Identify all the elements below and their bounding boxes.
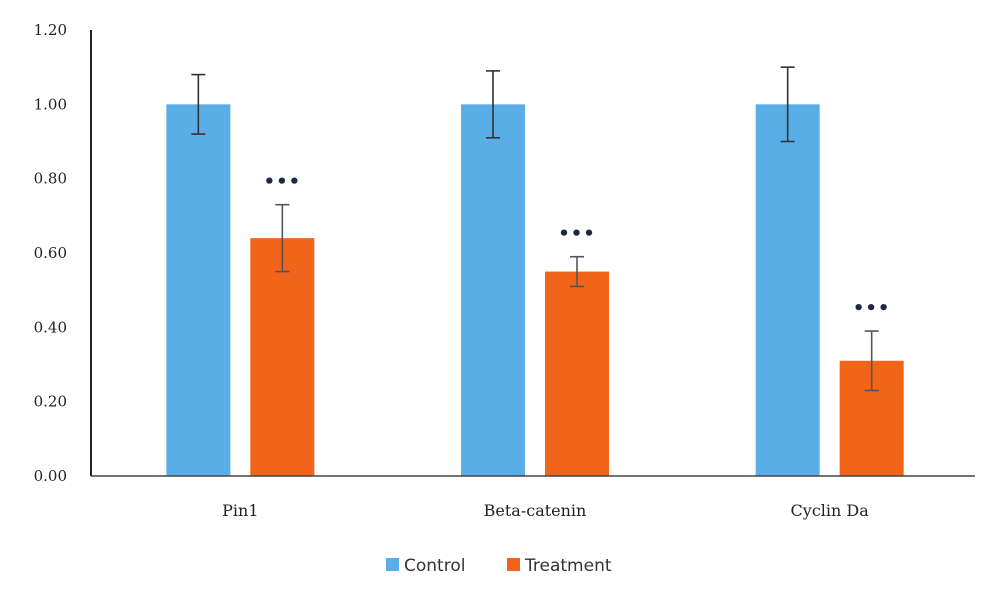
legend-label-control: Control [404,556,465,576]
x-tick-label: Cyclin Da [791,501,870,520]
bar-treatment-2 [545,271,609,476]
x-tick-label: Beta-catenin [484,501,587,520]
y-tick-label: 0.80 [34,170,67,188]
y-tick-label: 1.00 [34,95,67,113]
y-axis: 0.00 0.20 0.40 0.60 0.80 1.00 1.20 [34,21,92,485]
significance-marker: ••• [264,172,302,193]
legend: Control Treatment [386,556,612,576]
legend-swatch-treatment [507,558,520,571]
legend-label-treatment: Treatment [524,556,612,576]
x-axis: Pin1 Beta-catenin Cyclin Da [91,475,975,520]
y-tick-label: 0.40 [34,318,67,336]
y-tick-label: 0.60 [34,244,67,262]
bar-control-3 [755,104,820,476]
significance-marker: ••• [853,298,891,319]
bar-treatment-1 [250,238,315,476]
y-tick-label: 0.00 [34,467,67,485]
y-tick-label: 0.20 [34,393,67,411]
bar-control-1 [166,104,231,476]
x-tick-label: Pin1 [222,501,258,520]
bar-control-2 [461,104,525,476]
legend-swatch-control [386,558,399,571]
bars: ••• ••• ••• [166,66,904,476]
y-tick-label: 1.20 [34,21,67,39]
significance-marker: ••• [558,224,596,245]
